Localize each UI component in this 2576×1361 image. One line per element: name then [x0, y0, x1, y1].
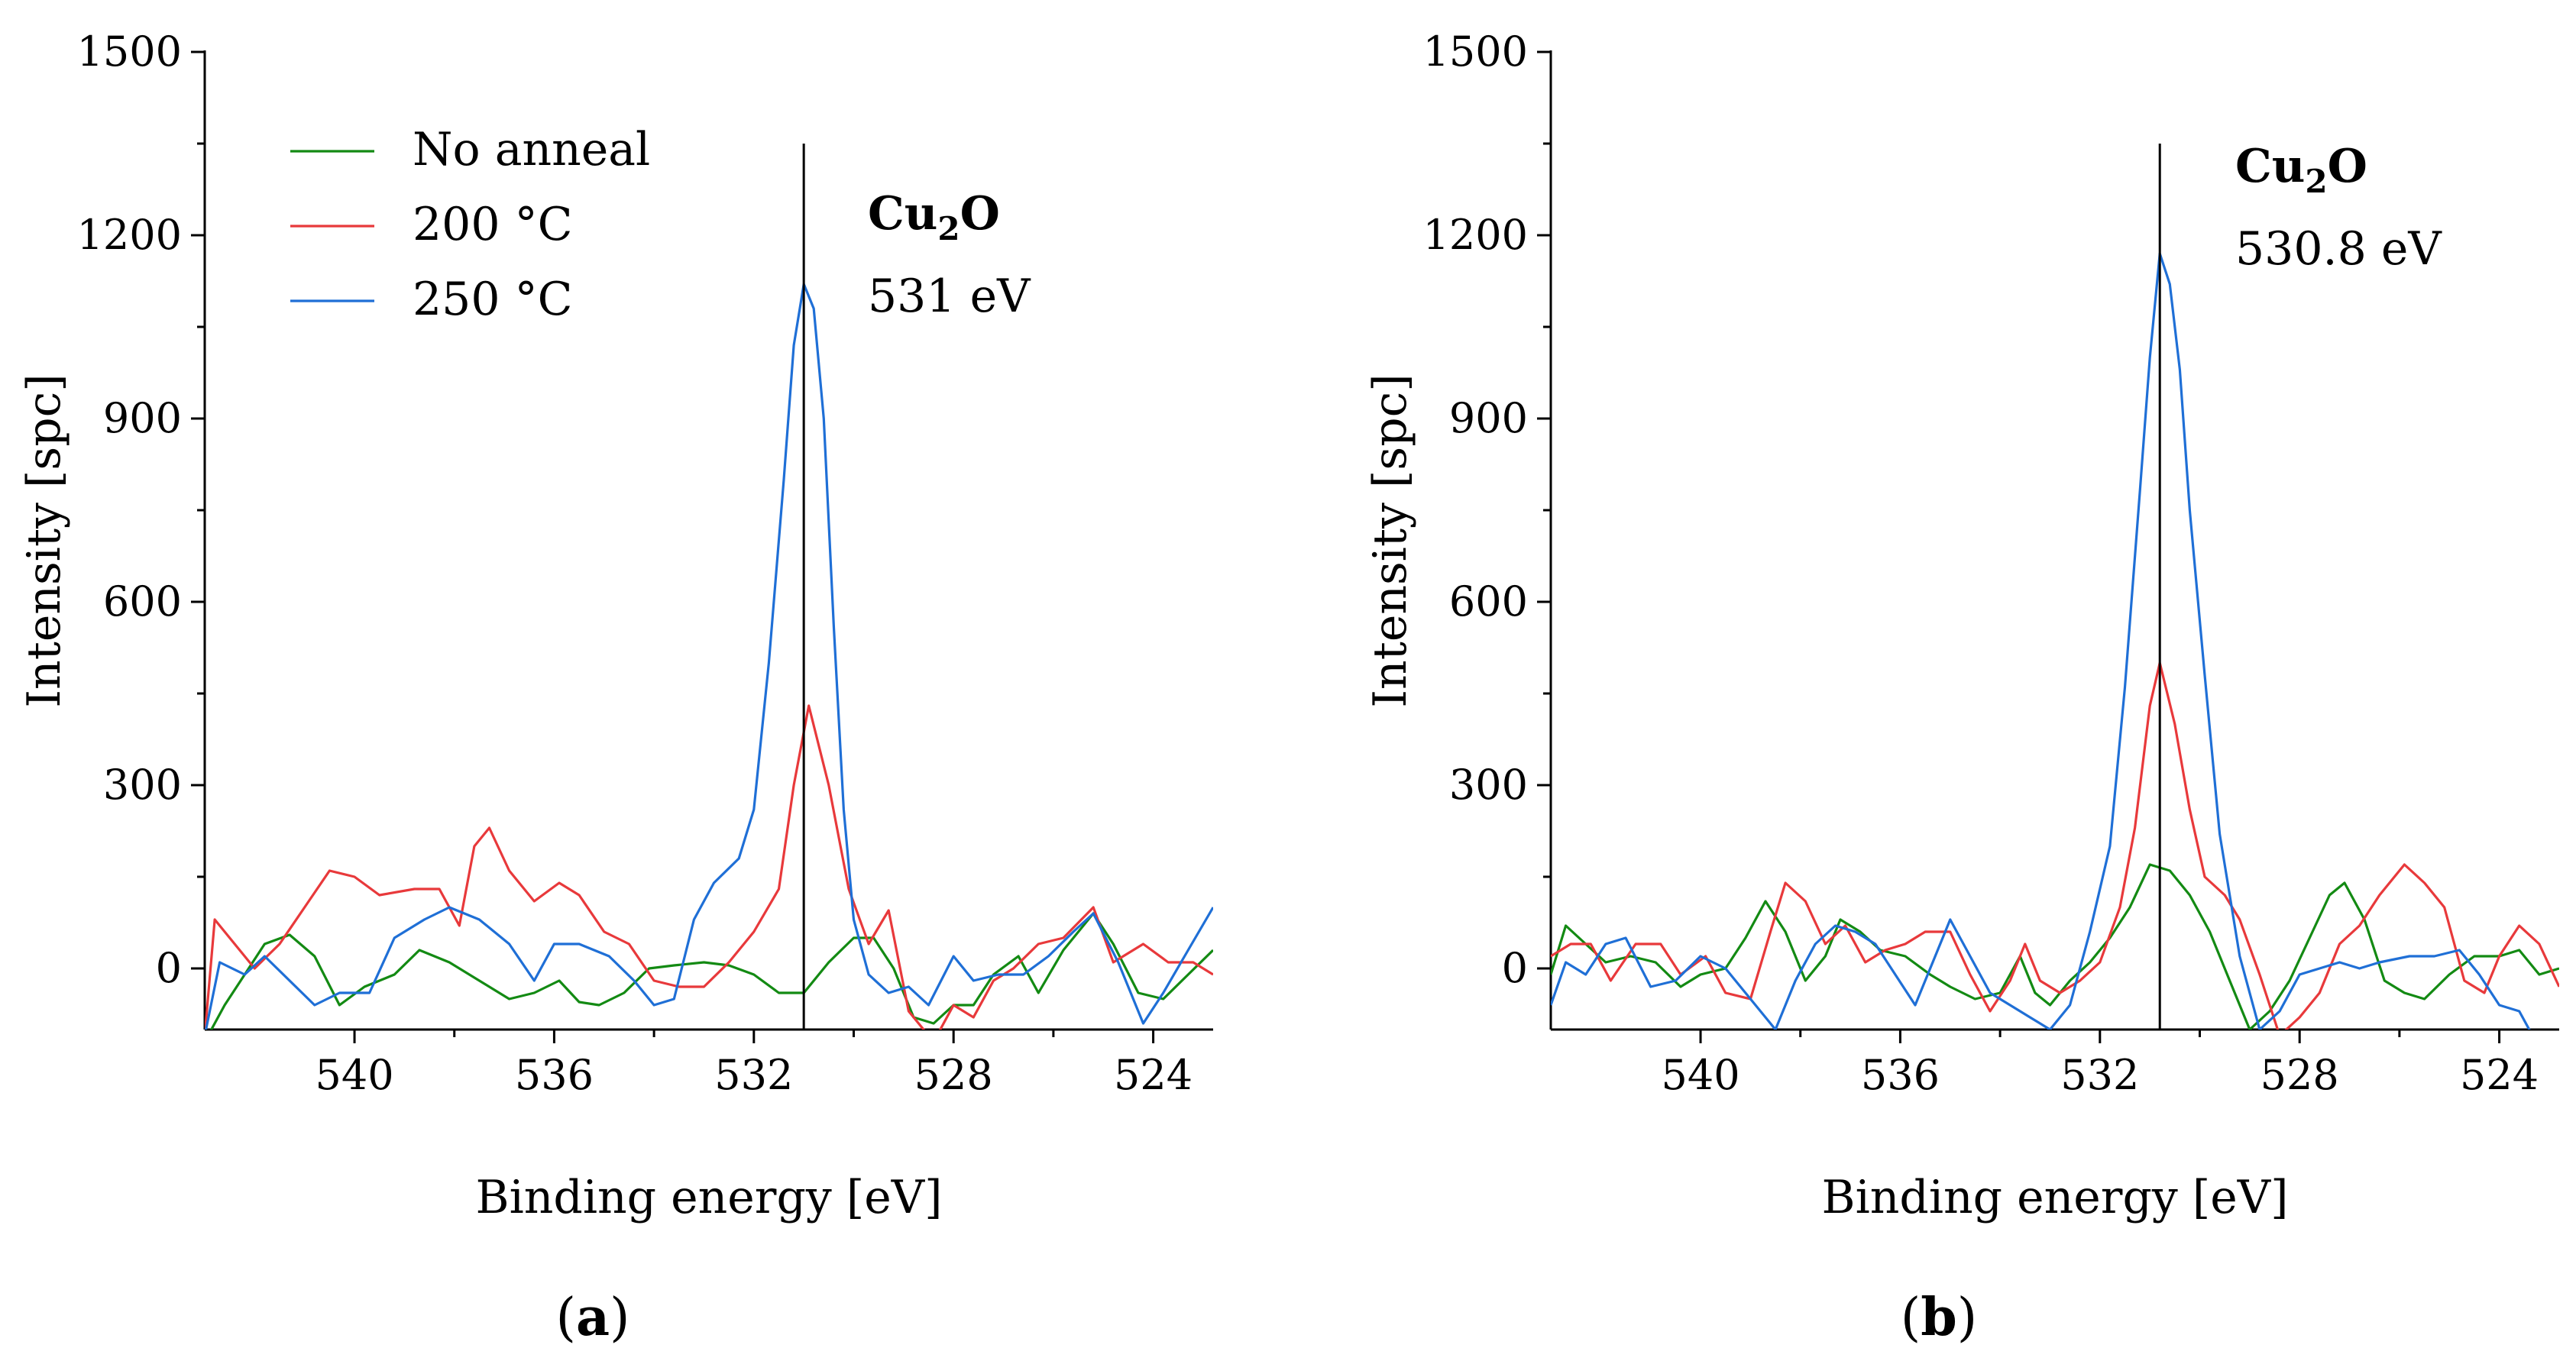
y-tick-label: 900: [1449, 394, 1528, 442]
peak-energy-label: 530.8 eV: [2235, 222, 2442, 276]
y-tick-label: 300: [1449, 761, 1528, 809]
y-axis-title: Intensity [spc]: [18, 373, 71, 707]
species-label: Cu2O: [868, 187, 1000, 247]
x-axis-title: Binding energy [eV]: [475, 1171, 942, 1224]
series-group: [205, 283, 1213, 1030]
species-label: Cu2O: [2235, 140, 2367, 200]
x-tick-label: 536: [1861, 1051, 1940, 1099]
x-tick-label: 540: [1662, 1051, 1740, 1099]
y-axis-title: Intensity [spc]: [1364, 373, 1417, 707]
x-axis-title: Binding energy [eV]: [1821, 1171, 2288, 1224]
y-tick-label: 300: [103, 761, 182, 809]
x-tick-label: 528: [914, 1051, 993, 1099]
y-tick-label: 0: [156, 944, 182, 992]
y-tick-label: 600: [103, 577, 182, 626]
panel-label: (b): [1901, 1287, 1978, 1348]
x-tick-label: 528: [2260, 1051, 2339, 1099]
y-tick-label: 1200: [1423, 211, 1528, 259]
series-line-200-c: [1551, 661, 2559, 1030]
y-tick-label: 1200: [77, 211, 182, 259]
x-tick-label: 532: [714, 1051, 793, 1099]
x-tick-label: 524: [2460, 1051, 2539, 1099]
chart-panel-a: 0 300 600 900 1200 1500 540 536 532 528 524 Binding…: [18, 27, 1213, 1348]
legend: No anneal 200 °C 250 °C: [290, 123, 650, 326]
y-tick-label: 1500: [1423, 27, 1528, 76]
series-line-no-anneal: [209, 912, 1213, 1030]
series-line-200-c: [205, 704, 1213, 1030]
legend-label: No anneal: [413, 123, 650, 176]
series-line-250-c: [1551, 252, 2531, 1030]
series-line-250-c: [205, 283, 1213, 1030]
x-tick-label: 524: [1114, 1051, 1193, 1099]
panel-label: (a): [555, 1287, 629, 1348]
peak-energy-label: 531 eV: [868, 270, 1031, 323]
y-tick-label: 1500: [77, 27, 182, 76]
series-group: [1551, 252, 2559, 1030]
chart-panel-b: 0 300 600 900 1200 1500 540 536 532 528 524 Binding…: [1364, 27, 2559, 1348]
y-tick-label: 0: [1502, 944, 1528, 992]
y-tick-label: 900: [103, 394, 182, 442]
x-tick-label: 536: [515, 1051, 594, 1099]
series-line-no-anneal: [1551, 863, 2559, 1030]
y-tick-label: 600: [1449, 577, 1528, 626]
x-tick-label: 540: [316, 1051, 394, 1099]
x-tick-label: 532: [2060, 1051, 2139, 1099]
legend-label: 200 °C: [413, 198, 573, 251]
legend-label: 250 °C: [413, 273, 573, 326]
